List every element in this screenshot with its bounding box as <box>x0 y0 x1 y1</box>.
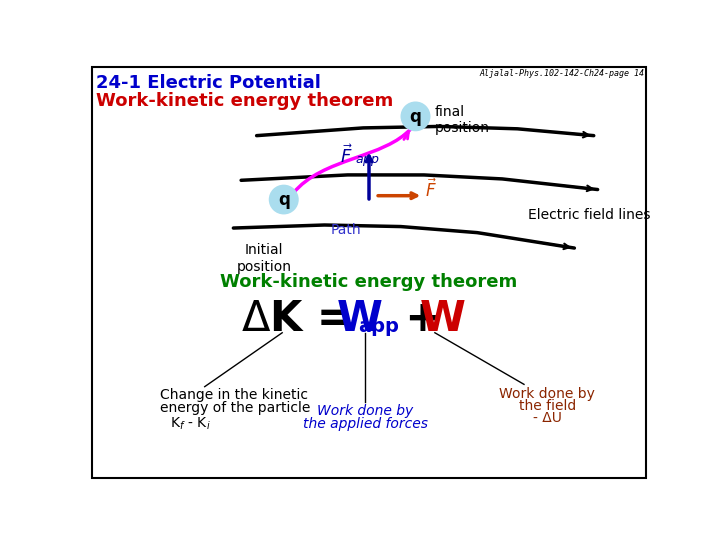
Text: Work done by: Work done by <box>317 403 413 417</box>
Text: Work-kinetic energy theorem: Work-kinetic energy theorem <box>96 92 393 110</box>
Text: the field: the field <box>518 399 576 413</box>
Text: 24-1 Electric Potential: 24-1 Electric Potential <box>96 74 321 92</box>
Text: Work-kinetic energy theorem: Work-kinetic energy theorem <box>220 273 518 291</box>
Text: q: q <box>278 191 289 210</box>
Text: energy of the particle: energy of the particle <box>160 401 310 415</box>
Text: Aljalal-Phys.102-142-Ch24-page 14: Aljalal-Phys.102-142-Ch24-page 14 <box>479 69 644 78</box>
Text: - ΔU: - ΔU <box>533 411 562 426</box>
Text: Work done by: Work done by <box>499 387 595 401</box>
Circle shape <box>270 186 297 213</box>
Text: $\vec{F}$: $\vec{F}$ <box>341 144 353 167</box>
Text: W: W <box>336 298 382 340</box>
Text: $\Delta$K =: $\Delta$K = <box>241 298 354 340</box>
Text: the applied forces: the applied forces <box>302 417 428 431</box>
Text: Initial
position: Initial position <box>237 244 292 274</box>
Text: K$_f$ - K$_i$: K$_f$ - K$_i$ <box>171 416 211 433</box>
Text: q: q <box>410 108 421 126</box>
Text: Change in the kinetic: Change in the kinetic <box>160 388 307 402</box>
Text: Path: Path <box>330 222 361 237</box>
Text: W: W <box>419 298 465 340</box>
Text: app: app <box>358 317 399 336</box>
Circle shape <box>402 103 429 130</box>
Text: +: + <box>391 298 454 340</box>
Text: $app$: $app$ <box>355 154 380 168</box>
Text: $\vec{F}$: $\vec{F}$ <box>425 178 436 201</box>
Text: Electric field lines: Electric field lines <box>528 208 650 222</box>
Text: final
position: final position <box>435 105 490 135</box>
